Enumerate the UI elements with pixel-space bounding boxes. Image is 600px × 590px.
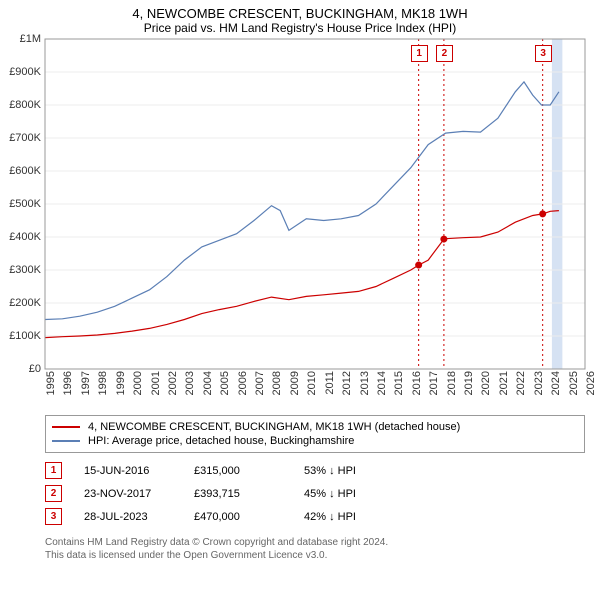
x-tick-label: 2025 [568,371,580,395]
x-tick-label: 2026 [585,371,597,395]
legend-swatch [52,440,80,442]
legend-swatch [52,426,80,428]
x-tick-label: 2004 [202,371,214,395]
y-tick-label: £200K [9,297,45,309]
x-tick-label: 2006 [237,371,249,395]
page-subtitle: Price paid vs. HM Land Registry's House … [0,21,600,39]
chart-marker-box: 2 [436,45,453,62]
sale-date: 28-JUL-2023 [84,511,194,523]
x-tick-label: 2023 [533,371,545,395]
series-price_paid [45,211,559,338]
y-tick-label: £0 [29,363,45,375]
sale-delta: 42% ↓ HPI [304,511,414,523]
x-tick-label: 2011 [324,371,336,395]
footer: Contains HM Land Registry data © Crown c… [45,536,585,562]
marker-id-box: 3 [45,508,62,525]
series-hpi [45,82,559,320]
x-tick-label: 2002 [167,371,179,395]
x-tick-label: 2010 [306,371,318,395]
marker-id-box: 2 [45,485,62,502]
page-title: 4, NEWCOMBE CRESCENT, BUCKINGHAM, MK18 1… [0,0,600,21]
x-tick-label: 2000 [132,371,144,395]
sale-price: £315,000 [194,465,304,477]
chart-marker-box: 3 [535,45,552,62]
x-tick-label: 1995 [45,371,57,395]
x-tick-label: 2014 [376,371,388,395]
x-tick-label: 2012 [341,371,353,395]
x-tick-label: 2017 [428,371,440,395]
sale-price: £393,715 [194,488,304,500]
chart-plot-area: £0£100K£200K£300K£400K£500K£600K£700K£80… [45,39,585,369]
x-tick-label: 2005 [219,371,231,395]
x-tick-label: 2001 [150,371,162,395]
legend-item: HPI: Average price, detached house, Buck… [52,434,578,448]
table-row: 1 15-JUN-2016 £315,000 53% ↓ HPI [45,459,585,482]
x-tick-label: 1997 [80,371,92,395]
x-tick-label: 2021 [498,371,510,395]
x-tick-label: 2019 [463,371,475,395]
x-tick-label: 2007 [254,371,266,395]
x-tick-label: 2013 [359,371,371,395]
sale-date: 15-JUN-2016 [84,465,194,477]
legend: 4, NEWCOMBE CRESCENT, BUCKINGHAM, MK18 1… [45,415,585,453]
x-axis: 1995 1996 1997 1998 1999 2000 2001 2002 2003 2004… [45,369,585,409]
y-tick-label: £900K [9,66,45,78]
sales-table: 1 15-JUN-2016 £315,000 53% ↓ HPI 2 23-NO… [45,459,585,528]
marker-id-box: 1 [45,462,62,479]
x-tick-label: 2024 [550,371,562,395]
table-row: 2 23-NOV-2017 £393,715 45% ↓ HPI [45,482,585,505]
y-tick-label: £100K [9,330,45,342]
chart-marker-box: 1 [411,45,428,62]
sale-delta: 45% ↓ HPI [304,488,414,500]
y-tick-label: £400K [9,231,45,243]
x-tick-label: 1996 [62,371,74,395]
y-tick-label: £800K [9,99,45,111]
x-tick-label: 2008 [271,371,283,395]
y-tick-label: £700K [9,132,45,144]
x-tick-label: 2015 [393,371,405,395]
legend-label: HPI: Average price, detached house, Buck… [88,435,354,447]
x-tick-label: 2022 [515,371,527,395]
x-tick-label: 2003 [184,371,196,395]
y-tick-label: £500K [9,198,45,210]
y-tick-label: £1M [20,33,45,45]
legend-item: 4, NEWCOMBE CRESCENT, BUCKINGHAM, MK18 1… [52,420,578,434]
sale-price: £470,000 [194,511,304,523]
sale-delta: 53% ↓ HPI [304,465,414,477]
sale-date: 23-NOV-2017 [84,488,194,500]
y-tick-label: £300K [9,264,45,276]
x-tick-label: 1999 [115,371,127,395]
footer-line: This data is licensed under the Open Gov… [45,549,585,562]
chart-container: 4, NEWCOMBE CRESCENT, BUCKINGHAM, MK18 1… [0,0,600,590]
x-tick-label: 2018 [446,371,458,395]
x-tick-label: 2020 [480,371,492,395]
footer-line: Contains HM Land Registry data © Crown c… [45,536,585,549]
x-tick-label: 2009 [289,371,301,395]
chart-svg [45,39,585,369]
y-tick-label: £600K [9,165,45,177]
x-tick-label: 2016 [411,371,423,395]
legend-label: 4, NEWCOMBE CRESCENT, BUCKINGHAM, MK18 1… [88,421,460,433]
table-row: 3 28-JUL-2023 £470,000 42% ↓ HPI [45,505,585,528]
x-tick-label: 1998 [97,371,109,395]
